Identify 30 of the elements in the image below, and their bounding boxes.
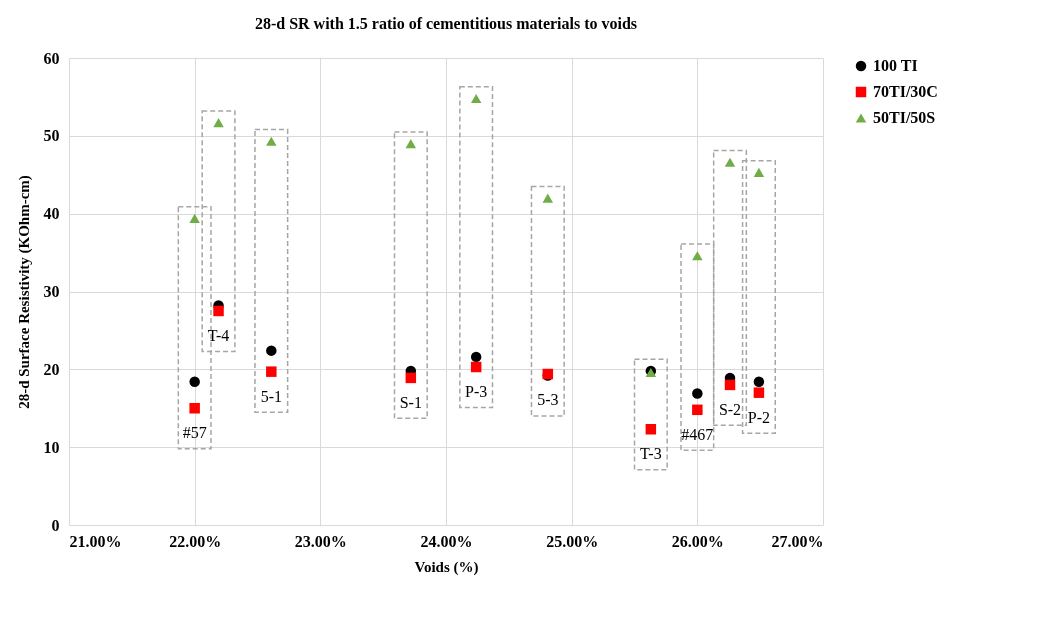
annotation: #467 [681,425,714,443]
y-tick-label: 0 [51,516,60,534]
y-tick-label: 40 [43,205,60,223]
chart-title: 28-d SR with 1.5 ratio of cementitious materials to voids [254,15,638,32]
x-tick-label: 23.00% [294,532,347,550]
x-tick-label: 25.00% [546,532,599,550]
y-tick-label: 60 [43,49,60,67]
annotation: T-4 [207,326,230,344]
annotation: 5-1 [260,387,282,405]
x-tick-label: 24.00% [420,532,473,550]
annotation: 5-3 [537,391,559,409]
y-tick-label: 50 [43,127,60,145]
y-tick-label: 30 [43,283,60,300]
legend-label: 50TI/50S [873,109,936,126]
legend-label: 100 TI [873,57,918,74]
annotation: #57 [182,424,207,442]
annotation: S-2 [718,400,742,418]
x-tick-label: 26.00% [671,532,724,550]
annotation: T-3 [640,445,662,463]
x-tick-label: 27.00% [771,532,824,550]
annotation: P-3 [465,382,488,400]
x-axis-title: Voids (%) [414,558,479,576]
y-tick-label: 20 [43,360,60,378]
x-tick-label: 22.00% [169,532,222,550]
annotation: P-2 [747,408,771,426]
x-tick-label: 21.00% [69,532,122,550]
y-axis-title: 28-d Surface Resistivity (KOhm-cm) [15,175,33,409]
legend-label: 70TI/30C [873,83,938,100]
annotation: S-1 [399,393,422,411]
y-tick-label: 10 [43,438,60,456]
